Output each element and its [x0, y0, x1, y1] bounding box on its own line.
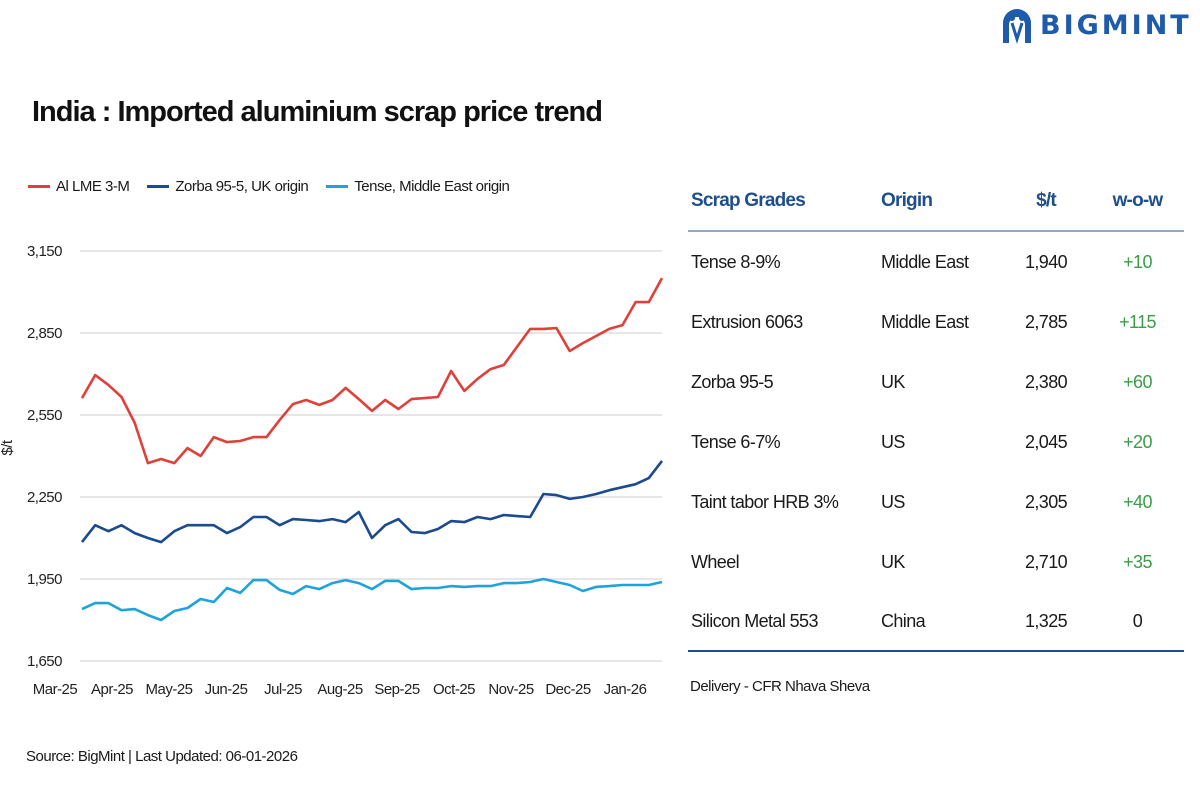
y-tick-label: 2,250 [27, 489, 62, 506]
x-tick-label: May-25 [145, 681, 192, 698]
series-line-3 [81, 577, 663, 622]
series-line-2 [80, 460, 664, 544]
legend-swatch [326, 185, 349, 188]
delivery-note: Delivery - CFR Nhava Sheva [690, 678, 870, 695]
price-cell: 1,940 [1024, 251, 1068, 272]
source-note: Source: BigMint | Last Updated: 06-01-20… [26, 748, 298, 765]
origin-cell: UK [881, 551, 905, 572]
series-line-1 [80, 277, 664, 465]
table-row: Tense 6-7% US 2,045 +20 [688, 412, 1184, 472]
header-grade: Scrap Grades [691, 190, 806, 211]
legend-label: Al LME 3-M [56, 178, 130, 195]
price-cell: 2,710 [1024, 551, 1068, 572]
x-tick-label: Jul-25 [264, 681, 302, 698]
price-cell: 2,045 [1024, 431, 1068, 452]
table-row: Tense 8-9% Middle East 1,940 +10 [688, 232, 1184, 292]
origin-cell: Middle East [881, 311, 969, 332]
origin-cell: Middle East [881, 251, 969, 272]
legend-item-zorba: Zorba 95-5, UK origin [147, 178, 309, 195]
x-tick-label: Apr-25 [91, 681, 133, 698]
chart-legend: Al LME 3-M Zorba 95-5, UK origin Tense, … [28, 178, 510, 195]
scrap-price-table: Scrap Grades Origin $/t w-o-w Tense 8-9%… [688, 172, 1184, 652]
wow-cell: +20 [1123, 431, 1152, 452]
grade-cell: Taint tabor HRB 3% [691, 491, 839, 512]
table-header: Scrap Grades Origin $/t w-o-w [688, 172, 1184, 232]
wow-cell: +35 [1123, 551, 1152, 572]
y-tick-label: 3,150 [27, 243, 62, 260]
x-tick-label: Jun-25 [205, 681, 248, 698]
brand-name: BIGMINT [1040, 9, 1192, 41]
origin-cell: China [881, 610, 926, 631]
y-tick-label: 2,550 [27, 407, 62, 424]
wow-cell: +10 [1123, 251, 1152, 272]
legend-label: Tense, Middle East origin [354, 178, 510, 195]
grade-cell: Tense 6-7% [691, 431, 781, 452]
x-tick-label: Dec-25 [545, 681, 591, 698]
wow-cell: +60 [1123, 371, 1152, 392]
grade-cell: Zorba 95-5 [691, 371, 774, 392]
x-tick-label: Aug-25 [317, 681, 363, 698]
table-row: Zorba 95-5 UK 2,380 +60 [688, 352, 1184, 412]
grade-cell: Extrusion 6063 [691, 311, 803, 332]
bigmint-logo: BIGMINT [1000, 4, 1192, 46]
price-cell: 1,325 [1024, 610, 1068, 631]
legend-swatch [28, 185, 50, 188]
x-tick-label: Oct-25 [433, 681, 475, 698]
table-row: Wheel UK 2,710 +35 [688, 532, 1184, 592]
origin-cell: US [881, 491, 905, 512]
grade-cell: Tense 8-9% [691, 251, 781, 272]
price-cell: 2,785 [1024, 311, 1068, 332]
bigmint-logo-icon [1003, 9, 1031, 45]
legend-item-tense: Tense, Middle East origin [326, 178, 510, 195]
table-row: Taint tabor HRB 3% US 2,305 +40 [688, 472, 1184, 532]
legend-swatch [147, 185, 170, 188]
wow-cell: +115 [1119, 311, 1156, 332]
x-tick-label: Jan-26 [604, 681, 647, 698]
header-origin: Origin [881, 190, 933, 211]
origin-cell: US [881, 431, 905, 452]
table-row: Extrusion 6063 Middle East 2,785 +115 [688, 292, 1184, 352]
origin-cell: UK [881, 371, 905, 392]
y-axis-label: $/t [0, 439, 16, 456]
grade-cell: Wheel [691, 551, 740, 572]
wow-cell: +40 [1123, 491, 1152, 512]
y-tick-label: 1,650 [27, 653, 62, 670]
table-row: Silicon Metal 553 China 1,325 0 [688, 592, 1184, 652]
header-wow: w-o-w [1112, 190, 1164, 211]
x-tick-label: Nov-25 [488, 681, 534, 698]
legend-label: Zorba 95-5, UK origin [175, 178, 309, 195]
y-tick-label: 2,850 [27, 325, 62, 342]
header-price: $/t [1036, 190, 1057, 211]
grade-cell: Silicon Metal 553 [691, 610, 818, 631]
x-tick-label: Mar-25 [33, 681, 78, 698]
x-tick-label: Sep-25 [374, 681, 420, 698]
y-tick-label: 1,950 [27, 571, 62, 588]
price-trend-chart: 3,150 2,850 2,550 2,250 1,950 1,650 Mar-25 Apr… [0, 243, 664, 698]
price-cell: 2,305 [1024, 491, 1068, 512]
legend-item-al-lme: Al LME 3-M [28, 178, 130, 195]
page-title: India : Imported aluminium scrap price t… [32, 96, 603, 128]
wow-cell: 0 [1132, 610, 1143, 631]
price-cell: 2,380 [1024, 371, 1068, 392]
